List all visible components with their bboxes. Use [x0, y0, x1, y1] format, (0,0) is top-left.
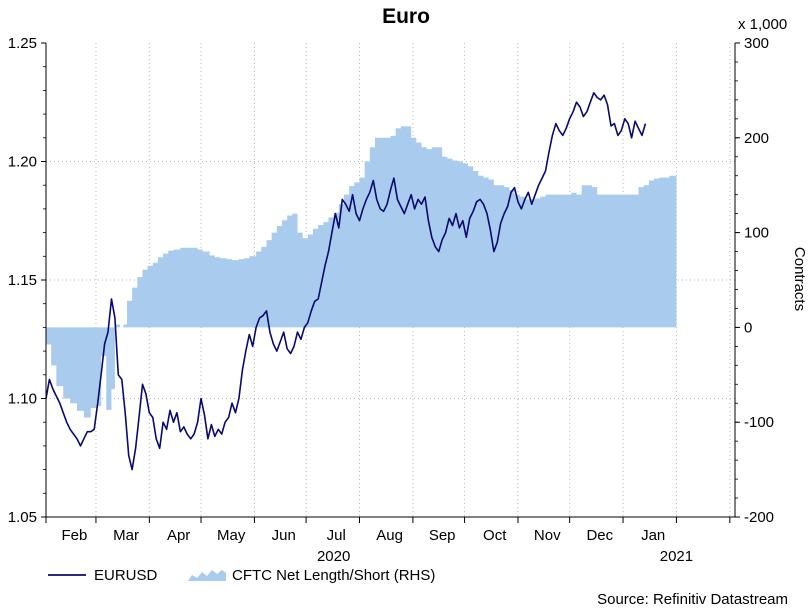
right-axis-unit-label: x 1,000: [738, 16, 787, 33]
legend-swatch-cftc: [188, 570, 226, 581]
x-tick-label-feb: Feb: [61, 527, 87, 544]
legend-label-cftc: CFTC Net Length/Short (RHS): [232, 567, 435, 584]
right-tick-label: 100: [744, 225, 769, 242]
cftc-area-series: [46, 126, 677, 418]
source-note: Source: Refinitiv Datastream: [597, 591, 788, 608]
left-tick-label: 1.05: [8, 509, 37, 526]
right-axis-ticks: -200 -100 0 100 200 300: [735, 35, 774, 526]
left-axis-ticks: 1.05 1.10 1.15 1.20 1.25: [8, 35, 46, 526]
x-tick-label-mar: Mar: [113, 527, 139, 544]
right-tick-label: -100: [744, 414, 774, 431]
x-axis-ticks: Feb Mar Apr May Jun Jul Aug Sep Oct Nov Dec Jan 2020…: [45, 517, 731, 565]
left-tick-label: 1.25: [8, 35, 37, 52]
x-tick-label-dec: Dec: [586, 527, 613, 544]
right-tick-label: 0: [744, 319, 752, 336]
right-tick-label: 300: [744, 35, 769, 52]
x-tick-label-oct: Oct: [483, 527, 507, 544]
right-axis-title: Contracts: [791, 247, 808, 311]
cftc-area: [46, 126, 677, 418]
x-tick-label-jun: Jun: [272, 527, 296, 544]
x-tick-label-jan: Jan: [641, 527, 665, 544]
x-tick-label-jul: Jul: [327, 527, 346, 544]
chart-title: Euro: [382, 5, 430, 28]
x-tick-label-apr: Apr: [167, 527, 190, 544]
left-tick-label: 1.10: [8, 391, 37, 408]
x-tick-label-sep: Sep: [429, 527, 456, 544]
x-year-label-2020: 2020: [317, 548, 350, 565]
x-tick-label-nov: Nov: [534, 527, 561, 544]
right-tick-label: -200: [744, 509, 774, 526]
legend: EURUSD CFTC Net Length/Short (RHS): [48, 567, 435, 584]
x-year-label-2021: 2021: [660, 548, 693, 565]
left-tick-label: 1.20: [8, 154, 37, 171]
eurusd-line-series: [45, 92, 647, 471]
left-tick-label: 1.15: [8, 272, 37, 289]
eurusd-line: [45, 92, 647, 471]
right-tick-label: 200: [744, 130, 769, 147]
x-tick-label-aug: Aug: [376, 527, 403, 544]
x-tick-label-may: May: [217, 527, 246, 544]
legend-label-eurusd: EURUSD: [94, 567, 158, 584]
